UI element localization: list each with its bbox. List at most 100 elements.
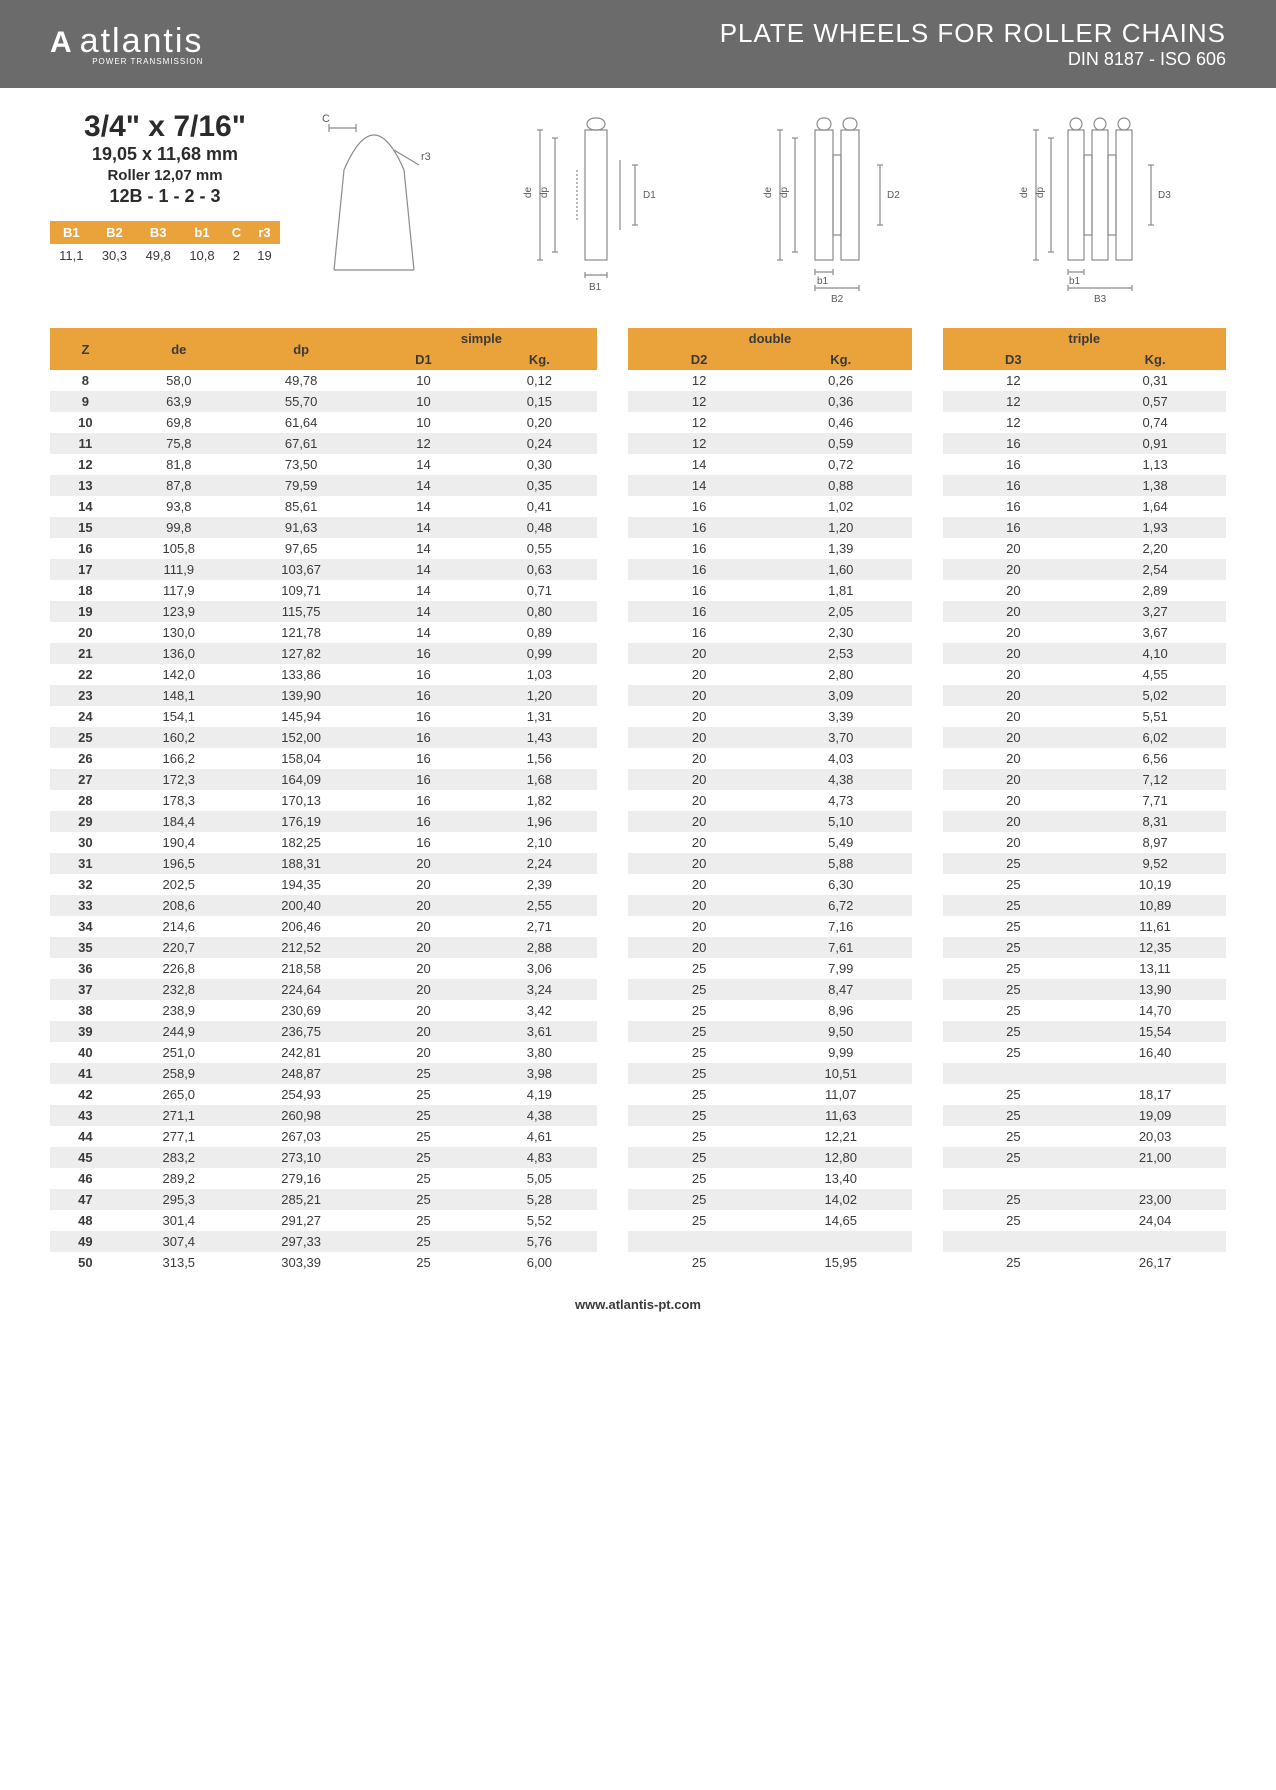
cell: 35 [50, 937, 121, 958]
cell: 16,40 [1084, 1042, 1226, 1063]
cell [912, 1189, 943, 1210]
cell [912, 664, 943, 685]
table-row: 31196,5188,31202,24205,88259,52 [50, 853, 1226, 874]
cell: 31 [50, 853, 121, 874]
cell: 25 [366, 1147, 482, 1168]
cell: 25 [943, 916, 1085, 937]
cell: 25 [943, 874, 1085, 895]
cell: 3,80 [481, 1042, 597, 1063]
cell: 260,98 [237, 1105, 366, 1126]
cell: 273,10 [237, 1147, 366, 1168]
cell: 12 [628, 391, 770, 412]
table-row: 37232,8224,64203,24258,472513,90 [50, 979, 1226, 1000]
cell: 0,35 [481, 475, 597, 496]
cell: 25 [628, 1063, 770, 1084]
cell: 158,04 [237, 748, 366, 769]
cell [912, 706, 943, 727]
logo: A atlantis POWER TRANSMISSION [50, 22, 203, 66]
cell [912, 1063, 943, 1084]
cell: 11 [50, 433, 121, 454]
table-row: 18117,9109,71140,71161,81202,89 [50, 580, 1226, 601]
cell: 196,5 [121, 853, 237, 874]
cell: 152,00 [237, 727, 366, 748]
cell: 16 [628, 517, 770, 538]
cell: 103,67 [237, 559, 366, 580]
cell: 41 [50, 1063, 121, 1084]
cell: 2,55 [481, 895, 597, 916]
cell [597, 412, 628, 433]
table-row: 33208,6200,40202,55206,722510,89 [50, 895, 1226, 916]
svg-text:D1: D1 [643, 190, 656, 201]
cell [597, 790, 628, 811]
cell [597, 706, 628, 727]
cell: 176,19 [237, 811, 366, 832]
cell: 14 [366, 454, 482, 475]
cell: 20,03 [1084, 1126, 1226, 1147]
cell: 12,35 [1084, 937, 1226, 958]
cell: 20 [366, 916, 482, 937]
cell: 49 [50, 1231, 121, 1252]
cell: 33 [50, 895, 121, 916]
cell [597, 1210, 628, 1231]
cell: 14,02 [770, 1189, 912, 1210]
cell: 25 [628, 1168, 770, 1189]
cell [597, 622, 628, 643]
cell: 20 [50, 622, 121, 643]
cell: 2,24 [481, 853, 597, 874]
cell: 3,98 [481, 1063, 597, 1084]
cell: 25 [943, 1105, 1085, 1126]
cell: 25 [943, 895, 1085, 916]
table-row: 24154,1145,94161,31203,39205,51 [50, 706, 1226, 727]
table-row: 22142,0133,86161,03202,80204,55 [50, 664, 1226, 685]
cell: 25 [943, 1147, 1085, 1168]
cell: 172,3 [121, 769, 237, 790]
cell: 0,46 [770, 412, 912, 433]
cell: 27 [50, 769, 121, 790]
cell [597, 454, 628, 475]
cell: 14 [366, 475, 482, 496]
table-row: 1281,873,50140,30140,72161,13 [50, 454, 1226, 475]
table-row: 1387,879,59140,35140,88161,38 [50, 475, 1226, 496]
cell: 4,83 [481, 1147, 597, 1168]
table-row: 34214,6206,46202,71207,162511,61 [50, 916, 1226, 937]
cell [943, 1168, 1085, 1189]
cell: 1,64 [1084, 496, 1226, 517]
cell: 238,9 [121, 1000, 237, 1021]
cell: 20 [943, 601, 1085, 622]
cell: 91,63 [237, 517, 366, 538]
cell: 0,15 [481, 391, 597, 412]
cell: 20 [366, 853, 482, 874]
table-row: 27172,3164,09161,68204,38207,12 [50, 769, 1226, 790]
cell: 2,88 [481, 937, 597, 958]
cell: 25 [943, 1210, 1085, 1231]
cell: 202,5 [121, 874, 237, 895]
cell: 297,33 [237, 1231, 366, 1252]
cell: 16 [366, 706, 482, 727]
cell: 20 [628, 685, 770, 706]
col-de: de [121, 328, 237, 370]
cell: 20 [943, 580, 1085, 601]
svg-text:dp: dp [1035, 186, 1046, 198]
cell: 43 [50, 1105, 121, 1126]
diagram-simple: de dp D1 B1 [505, 110, 685, 300]
cell: 14 [366, 559, 482, 580]
table-row: 1175,867,61120,24120,59160,91 [50, 433, 1226, 454]
cell: 14 [366, 517, 482, 538]
cell: 20 [943, 727, 1085, 748]
table-row: 46289,2279,16255,052513,40 [50, 1168, 1226, 1189]
cell: 4,03 [770, 748, 912, 769]
cell [912, 601, 943, 622]
table-row: 38238,9230,69203,42258,962514,70 [50, 1000, 1226, 1021]
cell: 16 [943, 517, 1085, 538]
cell: 4,55 [1084, 664, 1226, 685]
page-subtitle: DIN 8187 - ISO 606 [720, 49, 1226, 70]
cell: 1,81 [770, 580, 912, 601]
cell: 1,56 [481, 748, 597, 769]
col-kg3: Kg. [1084, 349, 1226, 370]
param-header: B3 [136, 221, 180, 244]
cell: 7,71 [1084, 790, 1226, 811]
cell: 14 [50, 496, 121, 517]
cell: 25 [628, 1252, 770, 1273]
cell: 9,52 [1084, 853, 1226, 874]
cell: 67,61 [237, 433, 366, 454]
